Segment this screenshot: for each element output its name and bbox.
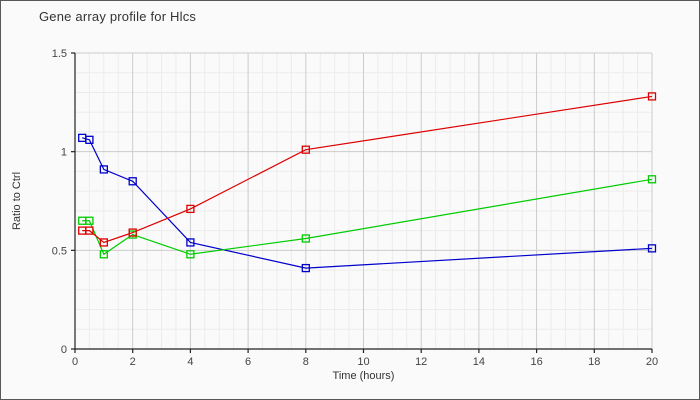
marker-red [99,238,108,247]
chart-title: Gene array profile for Hlcs [39,9,197,24]
y-tick-label: 0.5 [52,245,67,257]
x-tick-label: 20 [646,356,658,368]
marker-red [128,228,137,237]
x-tick-label: 0 [72,356,78,368]
x-tick-label: 4 [187,356,193,368]
marker-green [85,216,94,225]
marker-blue [85,135,94,144]
marker-red [85,226,94,235]
marker-blue [186,238,195,247]
x-tick-label: 2 [130,356,136,368]
marker-red [186,204,195,214]
marker-red [647,92,657,101]
series-line-blue [82,137,653,269]
x-tick-label: 8 [303,356,309,368]
marker-red [301,145,310,154]
marker-green [99,250,108,259]
x-tick-label: 10 [357,356,369,368]
y-tick-label: 1 [61,147,67,159]
series-line-green [82,178,653,256]
x-tick-label: 14 [473,356,485,368]
x-axis-label: Time (hours) [332,370,395,382]
x-tick-label: 16 [530,356,542,368]
marker-blue [301,263,310,273]
marker-green [186,250,195,259]
y-tick-label: 1.5 [52,48,67,60]
x-tick-label: 12 [415,356,427,368]
y-tick-label: 0 [61,344,67,356]
series-line-red [82,95,653,244]
marker-blue [99,165,108,174]
marker-green [301,234,310,243]
x-tick-label: 18 [588,356,600,368]
marker-blue [647,244,657,253]
marker-green [647,175,657,184]
marker-blue [128,177,137,186]
x-tick-label: 6 [245,356,251,368]
